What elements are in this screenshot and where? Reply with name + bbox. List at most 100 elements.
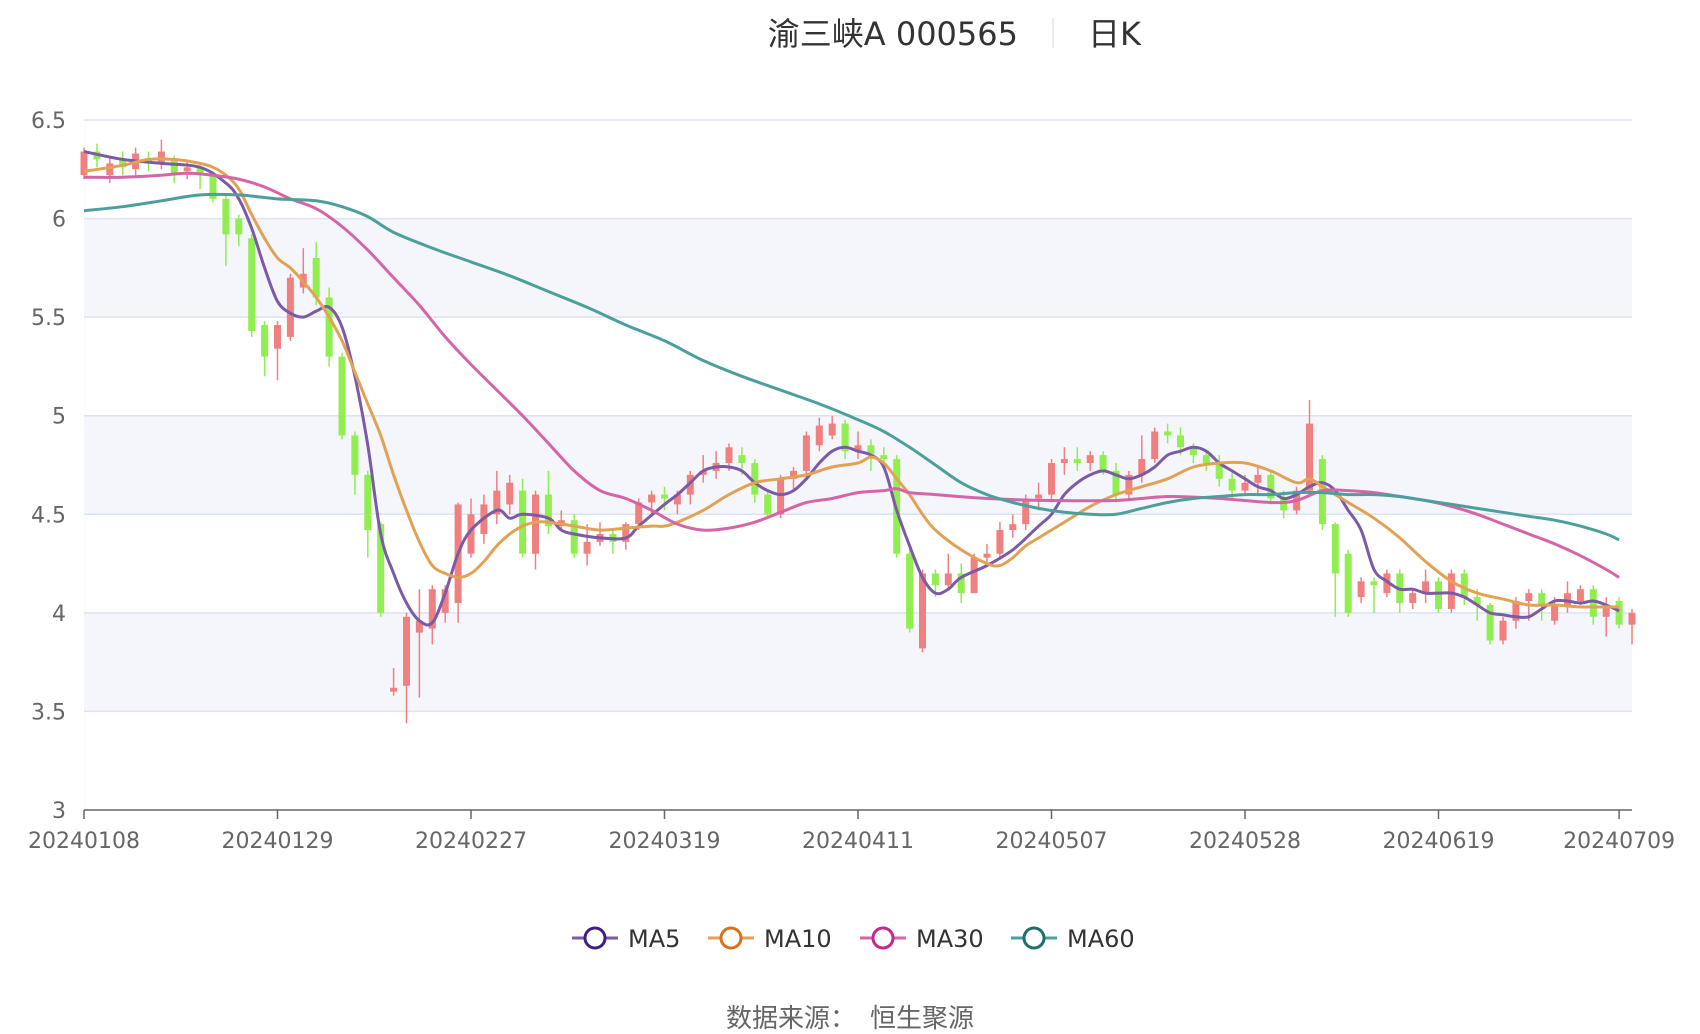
candle [764,490,772,519]
candle-body [738,455,746,464]
candle [957,563,965,603]
candle-body [338,356,346,436]
candle-body [828,423,836,436]
candle-body [274,325,281,349]
candle-body [1499,620,1507,641]
candle [1383,569,1391,598]
candle-body [428,589,436,629]
x-tick-label: 20240619 [1383,829,1495,854]
candle-body [325,297,333,357]
candle-body [1022,498,1030,525]
candle [1151,427,1159,464]
candle-body [1628,612,1636,625]
candle [841,419,849,460]
candle-body [119,159,127,168]
y-tick-label: 4 [52,602,66,627]
candle-body [1060,459,1068,464]
candle [790,466,797,491]
candle-body [983,553,991,558]
candle [248,234,256,337]
candle-body [790,470,797,479]
candle-body [286,277,294,337]
x-tick-label: 20240709 [1563,829,1675,854]
candle-body [1202,455,1210,464]
plot-bands [84,120,1632,810]
candle-body [777,478,785,515]
x-tick-label: 20240411 [802,829,914,854]
candle-body [751,463,759,495]
candle [1086,451,1094,471]
candle [222,194,230,266]
candle-body [1344,553,1352,613]
candle [944,553,952,590]
y-axis-ticks: 3 3.5 4 4.5 5 5.5 6 6.5 [31,109,66,824]
candle-body [1215,463,1223,479]
candle [235,214,243,247]
legend-marker [871,926,895,950]
candle [1125,470,1133,499]
candle-body [1447,573,1455,609]
ma-line-ma5 [83,150,1620,627]
candle-body [673,494,681,505]
candle-body [1254,474,1262,483]
candle-body [351,435,359,475]
candle-body [1409,593,1417,603]
y-tick-label: 4.5 [31,503,66,528]
candle-body [544,494,552,527]
candle [596,522,604,546]
chart-title-text: 渝三峡A 000565 [768,15,1018,53]
candle [1589,585,1597,625]
candle-body [725,447,733,464]
candle [802,431,810,479]
candle-body [1602,604,1610,617]
candle-body [1576,589,1584,602]
candle [1357,577,1365,603]
candle [1215,455,1223,487]
grid-lines [84,119,1632,713]
candle [1499,616,1507,645]
candle [609,530,617,554]
candle-body [1357,581,1365,598]
candle-body [944,573,952,586]
candle [906,545,914,633]
plot-band [84,120,85,810]
candle [1628,608,1636,645]
candle-body [957,573,965,594]
candle [274,321,281,381]
candle [1228,470,1236,499]
candle-body [415,620,423,633]
candle-body [880,455,888,460]
candle-body [1383,573,1391,594]
y-tick-label: 6 [52,208,66,233]
candle-body [648,494,656,503]
candle-body [1241,482,1249,491]
candle-body [1267,474,1275,499]
candle-body [493,490,501,515]
candle-body [635,502,643,525]
ma-line-ma60 [83,192,1620,542]
legend-item-ma10: MA10 [708,925,832,953]
candle-body [764,494,772,515]
candle [1331,522,1339,617]
candle-body [583,541,591,554]
candle [119,151,127,176]
candle-body [1551,604,1559,621]
candle [1280,490,1288,519]
candle [1009,514,1017,538]
candle-body [1189,447,1197,456]
candle-body [1177,435,1184,448]
legend-marker [1022,926,1046,950]
candle-body [170,159,178,176]
candle [815,417,823,452]
candle-body [1073,459,1081,464]
candle-body [1228,478,1236,491]
candle-body [1125,474,1133,495]
candle [403,612,410,724]
candle-body [1486,604,1494,641]
candle-body [996,530,1004,554]
candle-body [622,524,630,542]
candle [415,589,423,698]
candle-body [1099,455,1107,471]
data-source: 数据来源： 恒生聚源 [726,1004,974,1034]
candle-body [1151,431,1159,460]
